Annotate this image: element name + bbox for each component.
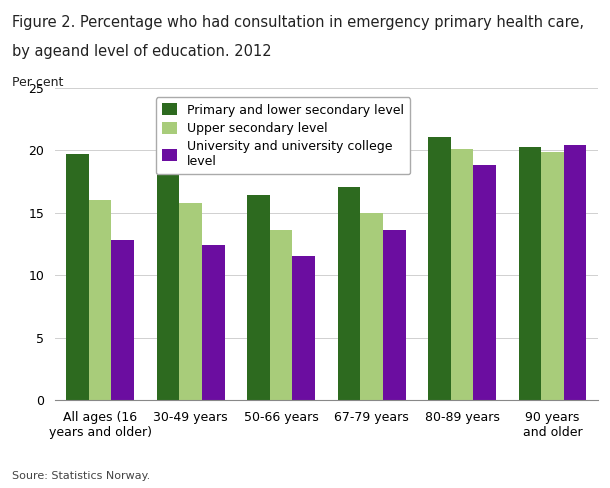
Bar	[112, 240, 134, 400]
Bar	[428, 137, 451, 400]
Bar	[202, 245, 224, 400]
Bar	[541, 152, 564, 400]
Bar	[270, 230, 292, 400]
Bar	[292, 257, 315, 400]
Bar	[473, 165, 496, 400]
Bar	[451, 149, 473, 400]
Bar	[157, 146, 179, 400]
Text: by ageand level of education. 2012: by ageand level of education. 2012	[12, 44, 272, 59]
Bar	[383, 230, 406, 400]
Bar	[361, 213, 383, 400]
Bar	[338, 186, 361, 400]
Text: Soure: Statistics Norway.: Soure: Statistics Norway.	[12, 471, 151, 481]
Bar	[564, 145, 586, 400]
Bar	[179, 203, 202, 400]
Text: Figure 2. Percentage who had consultation in emergency primary health care,: Figure 2. Percentage who had consultatio…	[12, 15, 584, 30]
Bar	[247, 195, 270, 400]
Legend: Primary and lower secondary level, Upper secondary level, University and univers: Primary and lower secondary level, Upper…	[156, 97, 410, 174]
Text: Per cent: Per cent	[12, 76, 63, 89]
Bar	[89, 200, 112, 400]
Bar	[66, 154, 89, 400]
Bar	[518, 146, 541, 400]
